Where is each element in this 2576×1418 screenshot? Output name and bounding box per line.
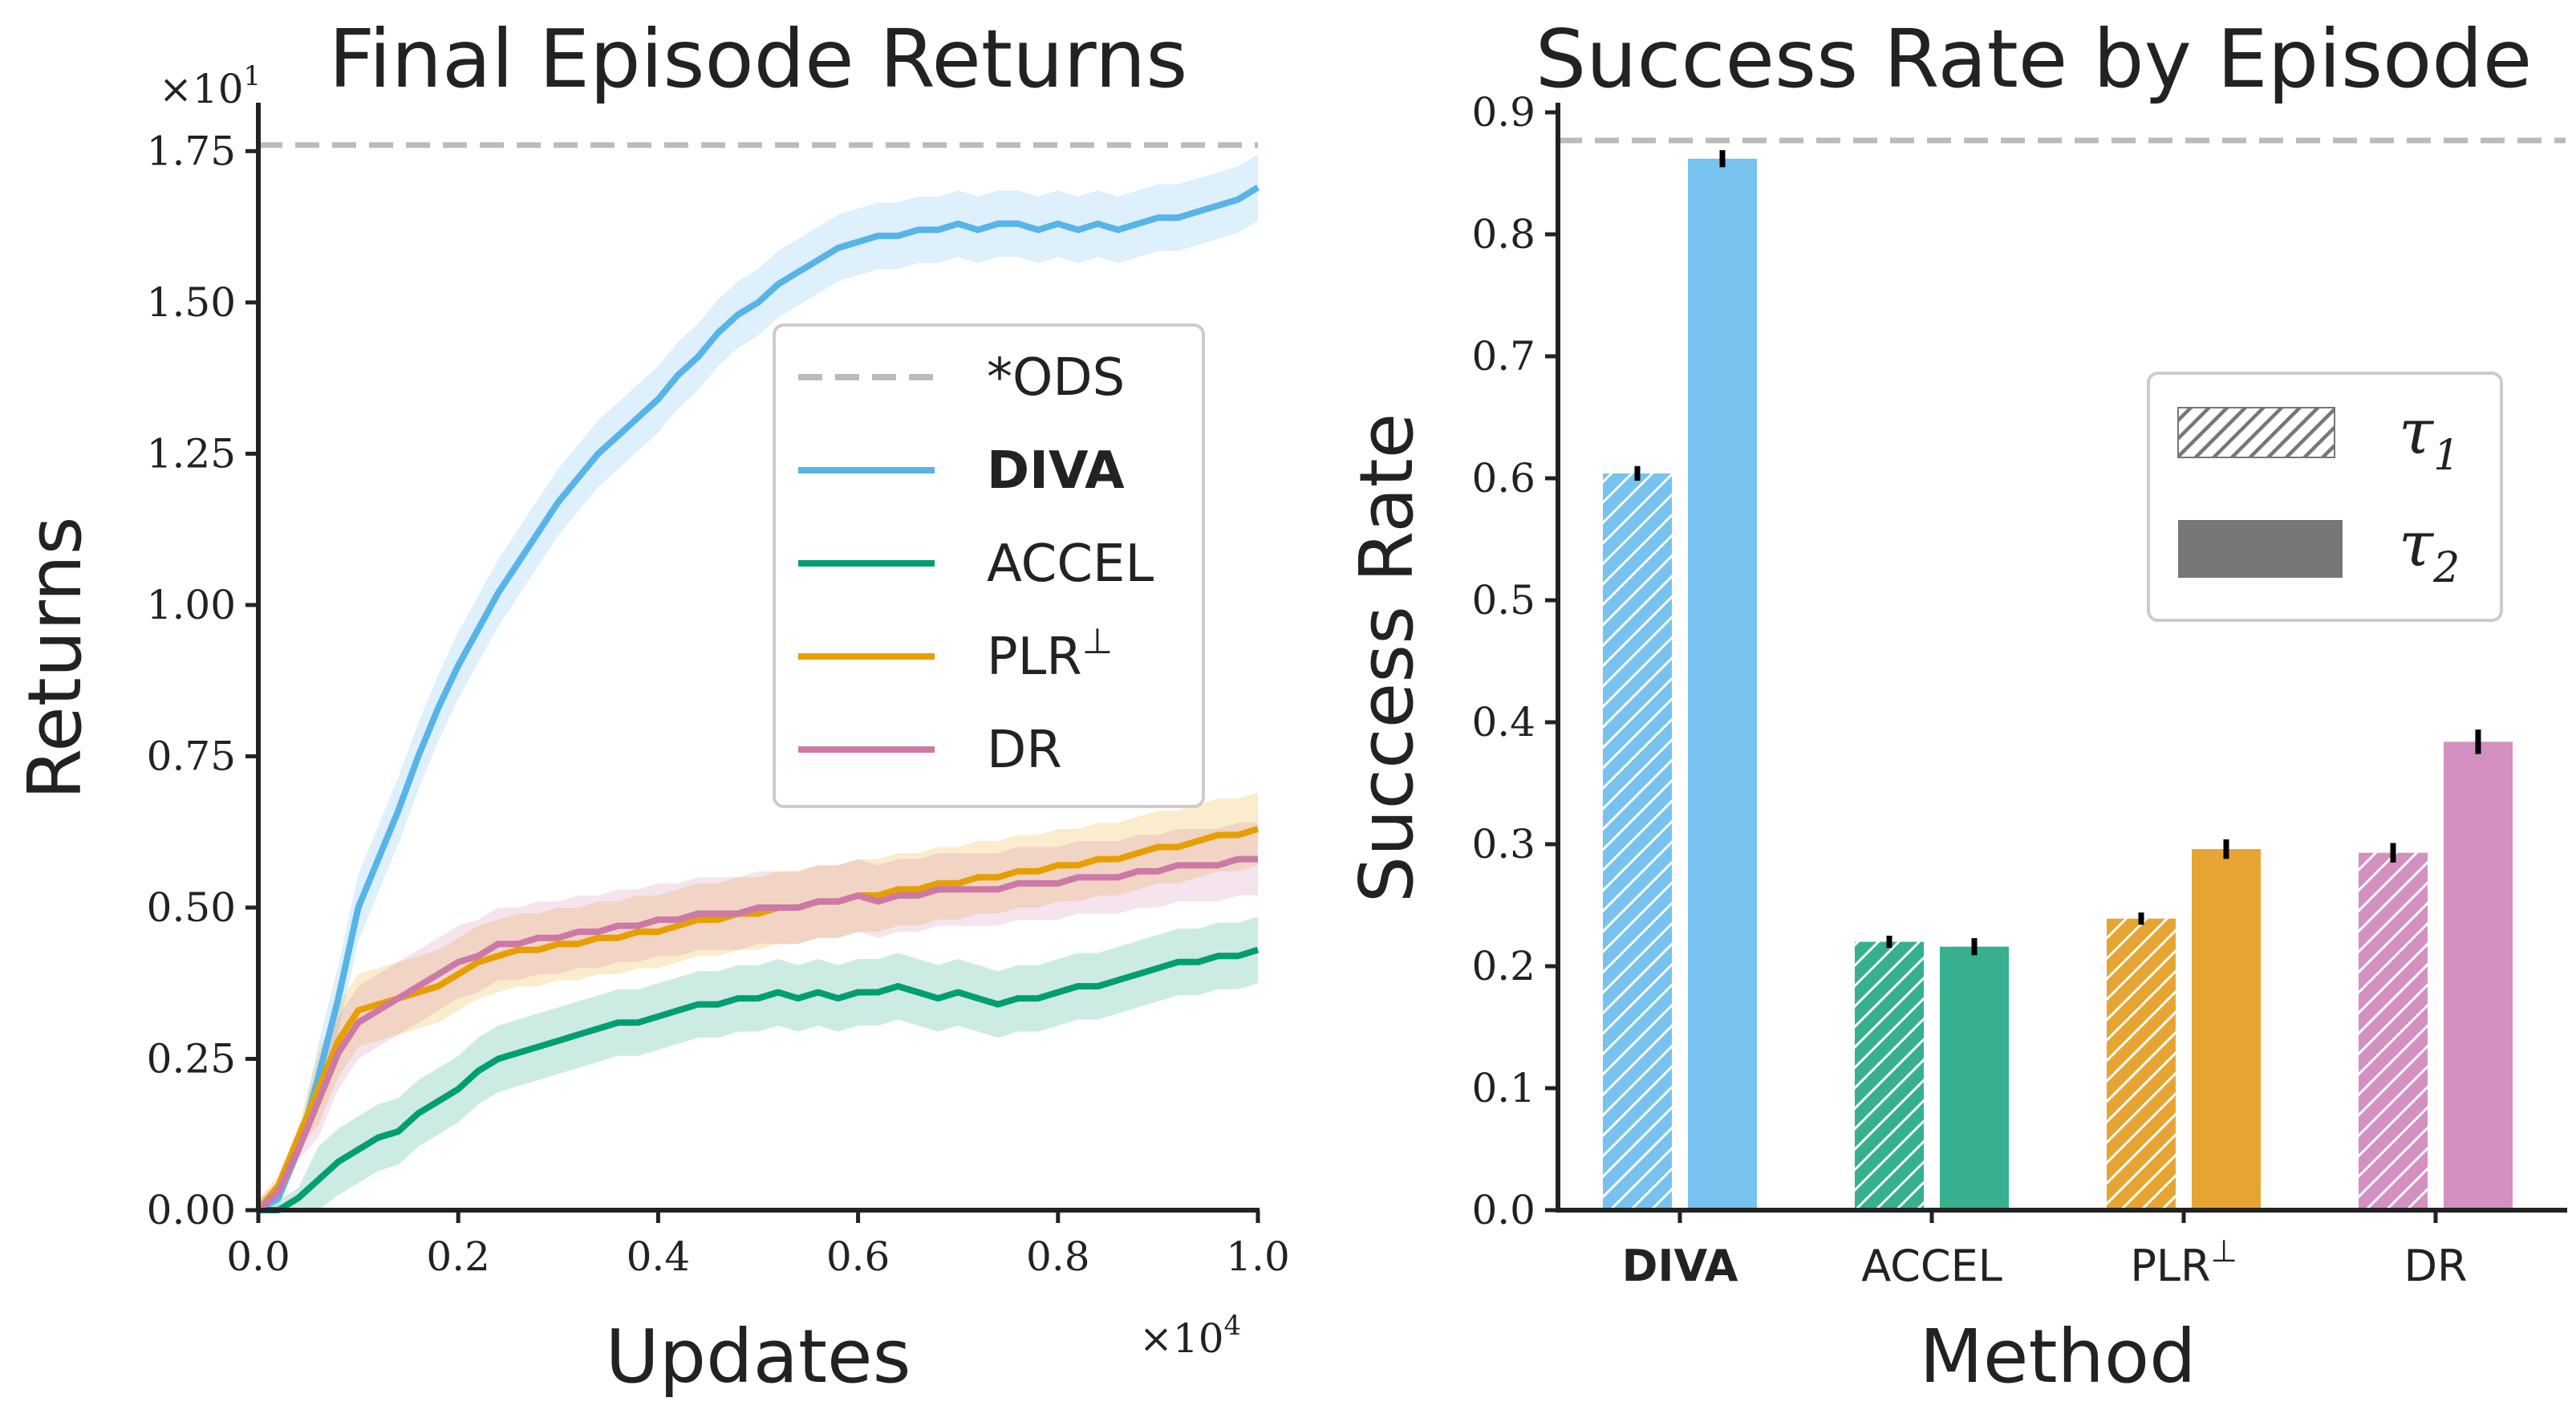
legend-label: DIVA	[987, 441, 1125, 501]
legend-label: PLR⊥	[987, 621, 1113, 687]
left-confidence-bands	[258, 154, 1258, 1211]
line-accel	[258, 946, 1260, 1213]
bar-hatch	[1855, 941, 1924, 1210]
legend-swatch-hatched	[2177, 407, 2335, 458]
bar-hatch	[2359, 852, 2428, 1210]
legend-swatch-solid	[2178, 520, 2343, 578]
left-x-tick-label: 0.2	[426, 1233, 490, 1280]
legend-label: *ODS	[987, 348, 1125, 408]
right-y-tick-label: 0.0	[1471, 1187, 1535, 1233]
bar-hatch	[1603, 473, 1672, 1210]
left-x-tick-label: 0.8	[1026, 1233, 1090, 1280]
left-y-tick-label: 1.25	[147, 430, 236, 477]
left-chart-title: Final Episode Returns	[329, 12, 1188, 106]
left-y-tick-label: 0.25	[147, 1035, 236, 1082]
line-plr	[255, 826, 1260, 1213]
right-y-tick-label: 0.9	[1471, 89, 1535, 136]
right-y-ticks: 0.0 0.1 0.2 0.3 0.4 0.5 0.6 0.7 0.8 0.9	[1471, 89, 1558, 1233]
right-x-axis-label: Method	[1919, 1314, 2196, 1400]
left-y-tick-label: 1.75	[147, 128, 236, 174]
legend-label-tau2: τ2	[2399, 509, 2460, 592]
line-dr	[256, 855, 1258, 1213]
right-y-tick-label: 0.8	[1471, 211, 1535, 258]
left-y-tick-label: 0.50	[147, 884, 236, 931]
left-series-lines	[255, 185, 1260, 1213]
right-y-tick-label: 0.5	[1471, 577, 1535, 624]
left-x-tick-label: 0.6	[826, 1233, 890, 1280]
band-accel	[258, 916, 1258, 1210]
left-x-tick-label: 1.0	[1226, 1233, 1290, 1280]
category-label: ACCEL	[1861, 1241, 2002, 1291]
category-label: DR	[2404, 1241, 2467, 1291]
right-y-tick-label: 0.6	[1471, 455, 1535, 502]
right-y-tick-label: 0.3	[1471, 821, 1535, 867]
returns-line-chart: Final Episode Returns 0.00 0.25 0.50 0.75 1.…	[12, 12, 1290, 1400]
left-y-multiplier: ×101	[159, 60, 261, 112]
left-x-ticks: 0.0 0.2 0.4 0.6 0.8 1.0	[226, 1210, 1290, 1280]
left-x-axis-label: Updates	[605, 1314, 911, 1400]
left-x-multiplier: ×104	[1139, 1310, 1241, 1362]
left-y-tick-label: 1.50	[147, 279, 236, 326]
success-rate-bar-chart: Success Rate by Episode 0.00.10.20.30.40…	[1344, 12, 2567, 1400]
right-y-tick-label: 0.4	[1471, 699, 1535, 746]
band-plr	[258, 792, 1258, 1210]
left-y-tick-label: 0.75	[147, 733, 236, 779]
band-dr	[258, 823, 1258, 1210]
bar-plr-tau2	[2192, 849, 2261, 1210]
right-chart-title: Success Rate by Episode	[1535, 12, 2533, 106]
bar-diva-tau2	[1688, 158, 1757, 1210]
right-y-tick-label: 0.7	[1471, 333, 1535, 380]
left-legend: *ODS DIVA ACCEL PLR⊥ DR	[773, 323, 1205, 808]
right-y-axis-label: Success Rate	[1344, 413, 1430, 904]
left-x-tick-label: 0.0	[226, 1233, 290, 1280]
legend-label-tau1: τ1	[2399, 396, 2460, 480]
bar-hatch	[2107, 918, 2176, 1210]
right-y-tick-label: 0.2	[1471, 943, 1535, 989]
right-y-tick-label: 0.1	[1471, 1065, 1535, 1111]
left-y-tick-label: 0.00	[147, 1187, 236, 1233]
category-label: DIVA	[1622, 1241, 1738, 1291]
right-category-labels: DIVA ACCEL PLR⊥ DR	[1622, 1210, 2468, 1291]
left-y-axis-label: Returns	[12, 516, 98, 799]
left-y-tick-label: 1.00	[147, 582, 236, 628]
line-diva	[256, 185, 1260, 1213]
band-diva	[258, 154, 1258, 1211]
left-legend-frame	[773, 323, 1205, 808]
left-x-tick-label: 0.4	[627, 1233, 691, 1280]
category-label: PLR⊥	[2130, 1233, 2237, 1291]
legend-label: DR	[987, 721, 1062, 780]
bar-accel-tau2	[1940, 946, 2009, 1210]
legend-label: ACCEL	[987, 534, 1154, 594]
right-bars	[1603, 150, 2513, 1210]
bar-dr-tau2	[2444, 742, 2513, 1210]
left-y-ticks: 0.00 0.25 0.50 0.75 1.00 1.25 1.50 1.75	[147, 128, 258, 1233]
